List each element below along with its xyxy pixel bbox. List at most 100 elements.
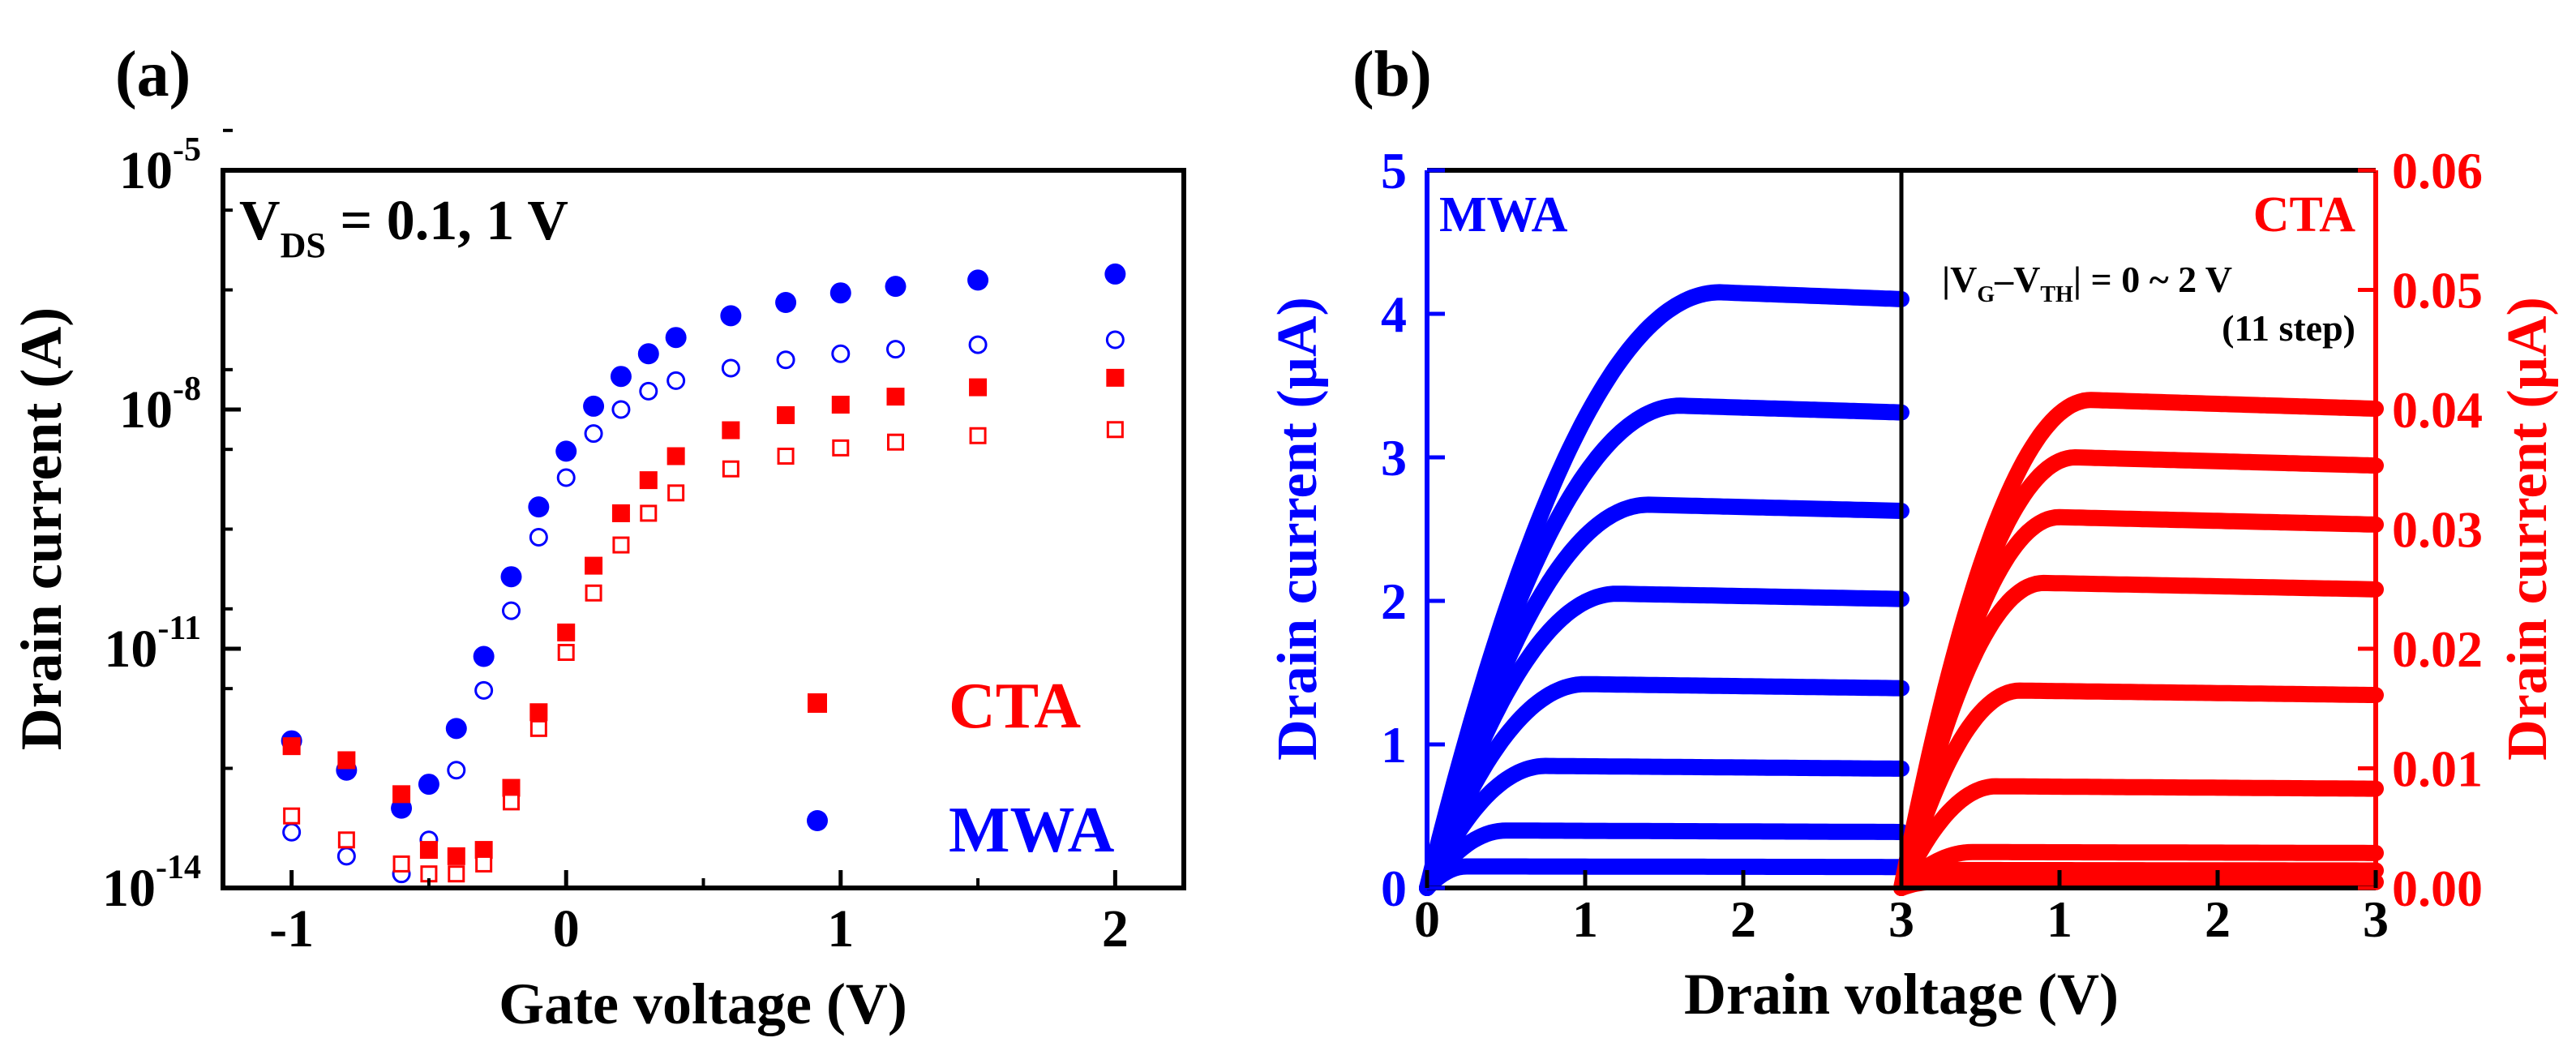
x-tick-label: 3 [1888,890,1914,948]
left-y-tick-label: 4 [1381,285,1407,343]
panel-b-left-y-axis-label: Drain current (µA) [1267,297,1329,761]
y-tick-label: 10-5 [119,131,201,200]
data-point [585,584,602,602]
data-point [887,433,904,451]
x-tick-label: 1 [827,899,854,959]
output-curve [1419,757,1909,896]
panel-a-y-axis-label: Drain current (A) [9,307,74,751]
panel-b-mwa-tag: MWA [1439,187,1568,242]
output-curve [1419,496,1909,896]
data-point [447,847,465,865]
y-tick-label: 10-11 [104,610,201,679]
data-point [829,282,851,304]
data-point [503,793,520,811]
panel-a: (a) VDS = 0.1, 1 V CTA MWA 10-1410-1110-… [9,39,1186,1036]
data-point [1106,368,1125,387]
data-point [583,395,605,417]
output-curve [1893,778,2384,896]
data-point [885,276,907,298]
data-point [611,504,630,522]
data-point [282,737,301,756]
data-point [502,601,521,620]
series-cta [1893,392,2384,896]
x-tick-label: 1 [1572,890,1598,948]
series-mwa-vds-0.1 [282,330,1125,884]
data-point [639,381,658,401]
panel-b-x-axis-label: Drain voltage (V) [1684,962,2119,1027]
data-point [1106,421,1124,439]
output-curve [1893,508,2384,896]
right-y-tick-label: 0.01 [2392,740,2483,798]
series-mwa-vds-1 [281,263,1126,819]
data-point [967,269,989,291]
data-point [557,623,576,641]
data-point [886,340,905,359]
data-point [502,778,521,797]
output-curve [1893,861,2384,896]
data-point [473,645,495,667]
data-point [612,536,630,554]
y-tick-label: 10-14 [102,849,201,918]
left-y-tick-label: 2 [1381,573,1407,630]
output-curve [1893,392,2384,896]
left-y-tick-label: 5 [1381,142,1407,199]
output-curve [1419,858,1909,896]
data-point [777,405,795,424]
data-point [557,643,575,661]
output-curve [1893,873,2384,896]
right-y-tick-label: 0.03 [2392,501,2483,559]
data-point [776,350,795,370]
x-tick-label: 0 [1414,890,1440,948]
data-point [637,343,659,365]
panel-a-legend: CTA MWA [807,671,1115,866]
data-point [392,855,410,873]
data-point [556,468,576,487]
output-curve [1893,843,2384,896]
output-curve [1419,284,1909,896]
data-point [283,807,301,825]
data-point [500,566,522,588]
data-point [528,496,550,518]
x-tick-label: 2 [1102,899,1129,959]
data-point [640,504,658,522]
data-point [665,327,687,349]
data-point [886,388,905,406]
data-point [610,366,632,388]
data-point [667,371,686,390]
data-point [475,855,493,873]
data-point [474,680,494,700]
data-point [722,460,739,478]
panel-a-x-axis-label: Gate voltage (V) [499,971,907,1036]
panel-b-label: (b) [1352,39,1432,110]
x-tick-label: 2 [2205,890,2231,948]
data-point [1104,263,1126,285]
sweep-expression: |VG–VTH| = 0 ~ 2 V [1942,259,2232,307]
right-y-tick-label: 0.04 [2392,381,2483,439]
panel-b-x-ticks: 0 1 2 3 1 2 3 [1414,870,2389,948]
series-cta-vds-0.1 [283,421,1124,883]
left-y-tick-label: 0 [1381,860,1407,917]
legend-mwa-label: MWA [949,795,1115,866]
data-point [584,424,603,444]
data-point [529,719,547,737]
data-point [529,703,548,722]
data-point [1105,330,1125,350]
data-point [392,785,411,804]
panel-b-right-y-ticks: 0.00 0.01 0.02 0.03 0.04 0.05 0.06 [2358,142,2483,917]
data-point [831,396,850,414]
right-y-tick-label: 0.06 [2392,142,2483,199]
data-point [775,291,797,313]
panel-b-right-y-axis-label: Drain current (µA) [2497,297,2559,761]
output-curve [1419,585,1909,896]
data-point [611,400,631,419]
panel-a-axes-frame [221,168,1186,890]
left-y-tick-label: 1 [1381,716,1407,774]
sweep-steps: (11 step) [2222,307,2355,349]
data-point [832,439,850,457]
data-point [639,471,658,490]
y-tick-label: 10-8 [119,371,201,440]
data-point [720,305,742,327]
panel-b-left-y-ticks: 0 1 2 3 4 5 [1381,142,1445,917]
data-point [585,556,603,575]
